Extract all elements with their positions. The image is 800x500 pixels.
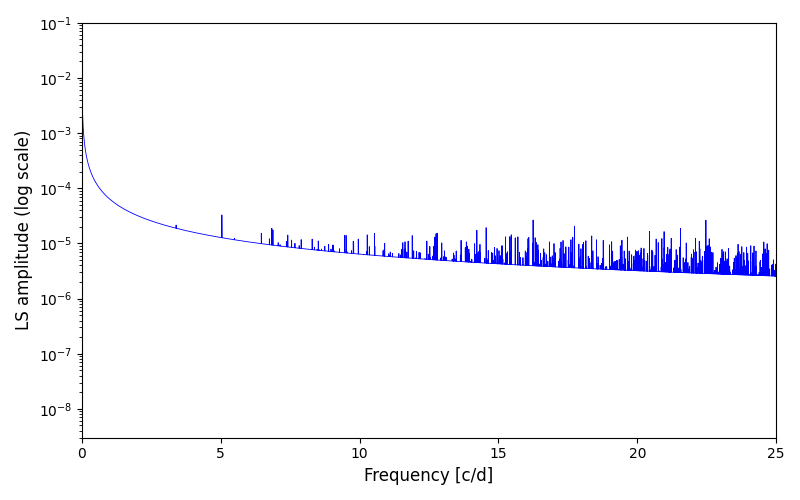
X-axis label: Frequency [c/d]: Frequency [c/d] — [364, 467, 494, 485]
Y-axis label: LS amplitude (log scale): LS amplitude (log scale) — [15, 130, 33, 330]
